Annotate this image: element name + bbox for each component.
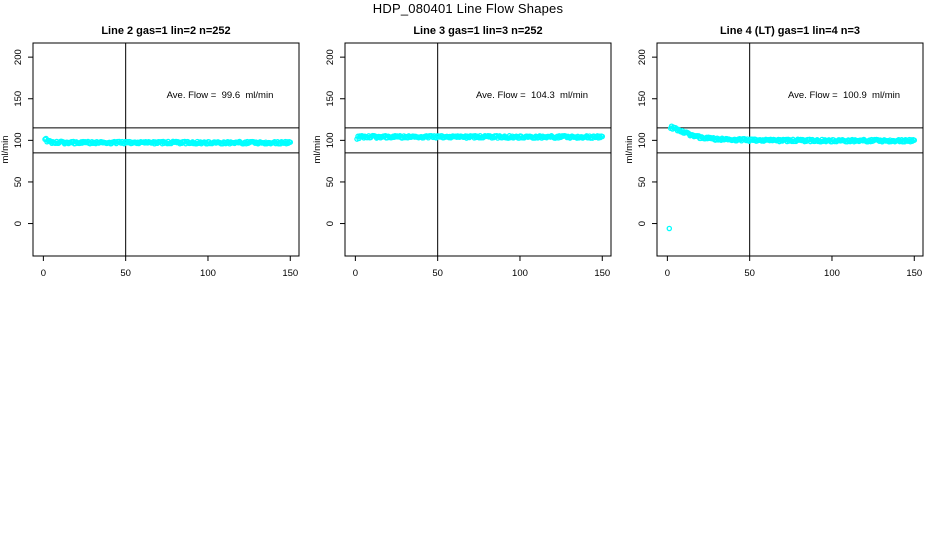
y-tick-label: 200	[13, 49, 24, 65]
axes	[652, 42, 924, 261]
plot-box	[344, 42, 612, 257]
data-points	[666, 123, 918, 232]
y-tick-label: 100	[13, 132, 24, 148]
panel-2-plot: 0 50 100 150 0 50 100 150 200 ml/min	[312, 42, 612, 279]
y-axis-label: ml/min	[312, 136, 323, 164]
panel-1-title: Line 2 gas=1 lin=2 n=252	[101, 25, 231, 37]
y-tick-label: 150	[637, 91, 648, 107]
y-tick-label: 50	[325, 177, 336, 188]
x-tick-label: 50	[432, 268, 443, 279]
x-tick-label: 150	[906, 268, 922, 279]
tick-labels: 0 50 100 150 0 50 100 150 200 ml/min	[312, 49, 610, 279]
x-tick-label: 100	[824, 268, 840, 279]
panel-3-title: Line 4 (LT) gas=1 lin=4 n=3	[719, 25, 861, 37]
outlier-point	[666, 225, 673, 232]
y-tick-label: 150	[325, 91, 336, 107]
panel-2-title: Line 3 gas=1 lin=3 n=252	[413, 25, 543, 37]
y-tick-label: 200	[637, 49, 648, 65]
panel-3-plot: 0 50 100 150 0 50 100 150 200 ml/min	[624, 42, 924, 279]
x-tick-label: 0	[665, 268, 670, 279]
x-tick-label: 0	[353, 268, 358, 279]
x-tick-label: 0	[41, 268, 46, 279]
plot-box	[32, 42, 300, 257]
y-tick-label: 100	[325, 132, 336, 148]
x-tick-label: 50	[744, 268, 755, 279]
page-title: HDP_080401 Line Flow Shapes	[372, 1, 564, 16]
tick-labels: 0 50 100 150 0 50 100 150 200 ml/min	[624, 49, 922, 279]
panel-1-plot: 0 50 100 150 0 50 100 150 200 ml/min	[0, 42, 300, 279]
x-tick-label: 150	[594, 268, 610, 279]
data-points	[42, 135, 294, 147]
y-tick-label: 0	[13, 221, 24, 226]
axes	[28, 42, 300, 261]
panel-1-ave-flow-label: Ave. Flow = 99.6 ml/min	[166, 90, 274, 101]
data-points	[354, 132, 606, 142]
panel-3-ave-flow-label: Ave. Flow = 100.9 ml/min	[787, 90, 901, 101]
y-tick-label: 0	[637, 221, 648, 226]
tick-labels: 0 50 100 150 0 50 100 150 200 ml/min	[0, 49, 298, 279]
x-tick-label: 50	[120, 268, 131, 279]
x-tick-label: 100	[512, 268, 528, 279]
y-tick-label: 50	[637, 177, 648, 188]
y-tick-label: 100	[637, 132, 648, 148]
plot-box	[656, 42, 924, 257]
y-tick-label: 50	[13, 177, 24, 188]
x-tick-label: 100	[200, 268, 216, 279]
y-axis-label: ml/min	[0, 136, 11, 164]
x-tick-label: 150	[282, 268, 298, 279]
y-tick-label: 0	[325, 221, 336, 226]
axes	[340, 42, 612, 261]
panel-2-ave-flow-label: Ave. Flow = 104.3 ml/min	[475, 90, 589, 101]
y-tick-label: 200	[325, 49, 336, 65]
y-tick-label: 150	[13, 91, 24, 107]
y-axis-label: ml/min	[624, 136, 635, 164]
